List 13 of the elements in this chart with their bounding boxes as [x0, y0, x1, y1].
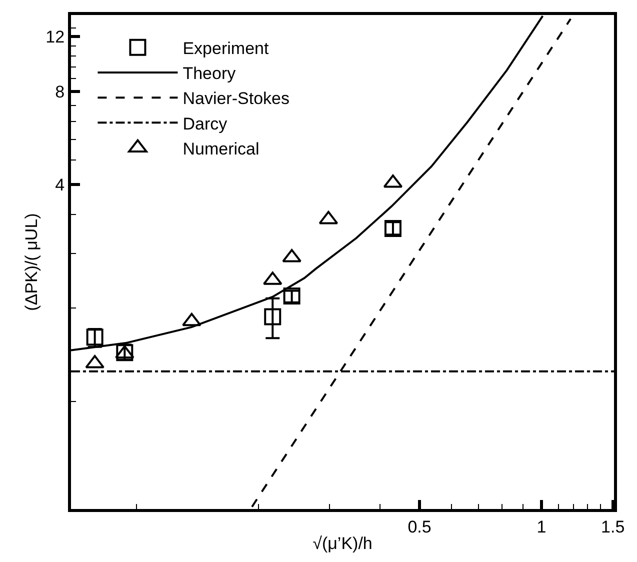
y-tick-label: 8: [55, 82, 65, 102]
legend-label: Numerical: [182, 139, 260, 158]
y-axis-title: (ΔPK)/( μUL): [22, 213, 42, 311]
legend-label: Experiment: [182, 39, 269, 58]
y-tick-label: 4: [55, 176, 65, 195]
x-axis-title: √(μ’K)/h: [312, 534, 372, 553]
legend-label: Darcy: [182, 114, 228, 134]
x-tick-label: 1.5: [601, 517, 625, 536]
legend-label: Navier-Stokes: [182, 89, 290, 108]
legend-label: Theory: [182, 64, 236, 84]
x-tick-label: 0.5: [408, 517, 432, 536]
y-tick-label: 12: [46, 28, 65, 47]
x-tick-label: 1: [536, 517, 546, 536]
